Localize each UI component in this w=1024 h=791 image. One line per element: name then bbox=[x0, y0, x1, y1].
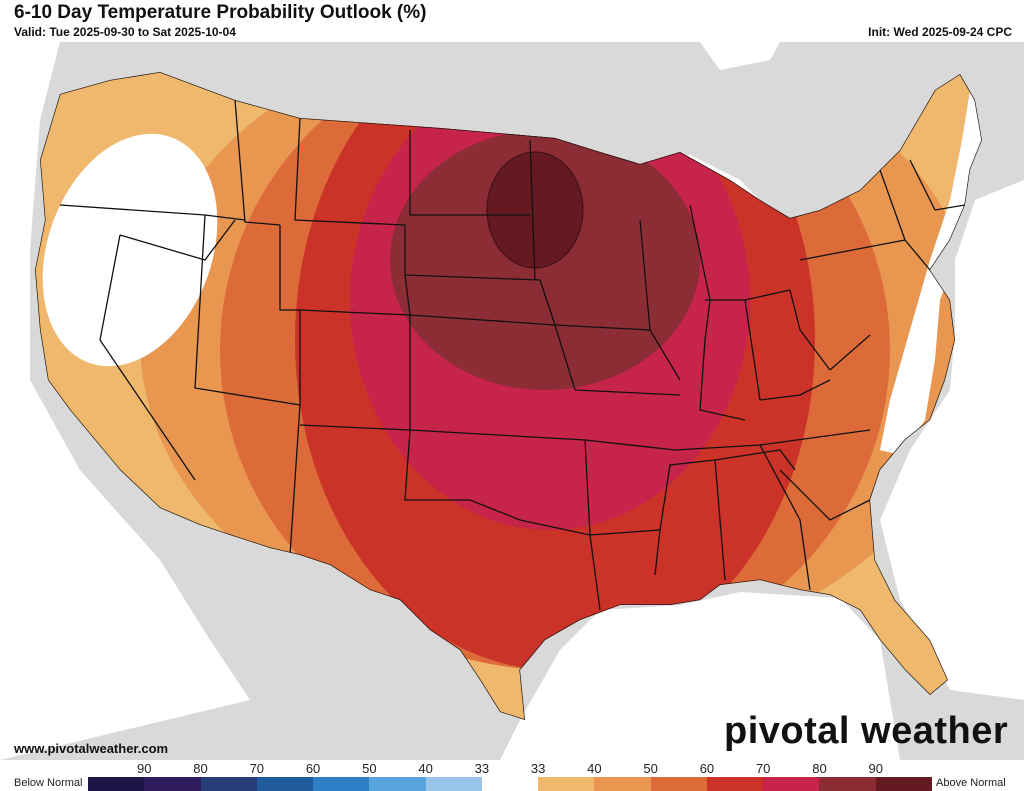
legend-swatch bbox=[875, 777, 932, 791]
legend-above-label: Above Normal bbox=[936, 777, 1006, 789]
legend-number: 40 bbox=[587, 761, 602, 776]
legend-number: 33 bbox=[474, 761, 490, 776]
gulf-of-mexico bbox=[500, 592, 900, 760]
page-title: 6-10 Day Temperature Probability Outlook… bbox=[14, 2, 427, 23]
legend-swatch bbox=[369, 777, 426, 791]
legend-number: 70 bbox=[755, 761, 771, 776]
legend-swatch bbox=[425, 777, 482, 791]
valid-period: Valid: Tue 2025-09-30 to Sat 2025-10-04 bbox=[14, 25, 236, 39]
hudson-bay-area bbox=[700, 42, 780, 70]
legend-swatch bbox=[594, 777, 651, 791]
legend-number: 70 bbox=[249, 761, 265, 776]
legend-swatch bbox=[256, 777, 314, 791]
legend-swatch bbox=[200, 777, 257, 791]
legend-swatch bbox=[481, 777, 539, 791]
region-normal-west bbox=[42, 133, 218, 367]
legend-colorbar bbox=[88, 777, 932, 791]
legend-number: 50 bbox=[362, 761, 377, 776]
outlook-map bbox=[0, 42, 1024, 760]
legend-swatch bbox=[819, 777, 876, 791]
legend-swatch bbox=[538, 777, 595, 791]
legend-swatch bbox=[650, 777, 707, 791]
legend: Below Normal Above Normal 90 80 70 60 50 40 33… bbox=[0, 760, 1024, 791]
legend-number: 80 bbox=[193, 761, 208, 776]
legend-number: 80 bbox=[812, 761, 827, 776]
legend-swatch bbox=[313, 777, 370, 791]
legend-swatch bbox=[88, 777, 145, 791]
legend-number: 90 bbox=[868, 761, 883, 776]
legend-swatch bbox=[763, 777, 820, 791]
legend-number: 60 bbox=[305, 761, 321, 776]
legend-number: 33 bbox=[530, 761, 546, 776]
header: 6-10 Day Temperature Probability Outlook… bbox=[0, 0, 1024, 42]
legend-number: 60 bbox=[699, 761, 715, 776]
legend-number: 50 bbox=[643, 761, 658, 776]
legend-number: 40 bbox=[418, 761, 433, 776]
legend-number: 90 bbox=[137, 761, 152, 776]
website-link[interactable]: www.pivotalweather.com bbox=[14, 741, 169, 756]
legend-swatch bbox=[706, 777, 764, 791]
init-time: Init: Wed 2025-09-24 CPC bbox=[868, 25, 1012, 39]
legend-below-label: Below Normal bbox=[14, 777, 83, 789]
legend-swatch bbox=[144, 777, 201, 791]
pacific-ocean bbox=[0, 42, 250, 760]
atlantic-ocean bbox=[880, 180, 1024, 700]
brand-logo: pivotal weather bbox=[724, 710, 1009, 752]
region-above-90 bbox=[486, 151, 584, 269]
